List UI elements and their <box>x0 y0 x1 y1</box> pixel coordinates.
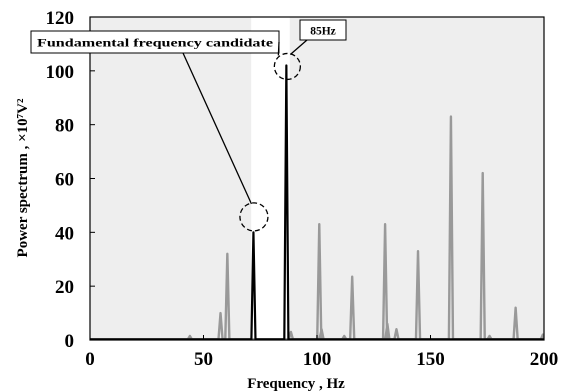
annotations-layer: Fundamental frequency candidate 85Hz <box>30 19 347 232</box>
series-0-peak-9 <box>386 323 389 325</box>
x-axis-ticks: 0 50 100 150 200 <box>85 335 558 370</box>
callout-text-85hz: 85Hz <box>310 26 336 38</box>
series-0-peak-13 <box>481 172 484 174</box>
leader-line-candidate-85hz <box>277 41 280 56</box>
y-tick-label-5: 100 <box>46 62 75 83</box>
series-0-peak-6 <box>343 335 346 337</box>
series-0-peak-8 <box>384 223 386 226</box>
series-1-peak-0 <box>252 231 255 234</box>
leader-line-candidate-72hz <box>182 52 253 205</box>
series-1-peak-1 <box>285 64 288 67</box>
series-0-peak-2 <box>226 253 229 255</box>
y-tick-label-6: 120 <box>46 8 75 29</box>
series-0-peak-0 <box>189 335 191 337</box>
dashed-circle-candidate-72hz <box>239 202 269 232</box>
shaded-band-0 <box>90 17 252 340</box>
series-0-peak-4 <box>318 223 321 226</box>
series-0-peak-16 <box>542 333 544 336</box>
y-tick-label-2: 40 <box>55 223 74 244</box>
series-0-peak-3 <box>290 331 292 333</box>
series-0-peak-14 <box>488 335 491 337</box>
shaded-bands <box>90 17 544 340</box>
series-0-peak-5 <box>320 328 323 331</box>
y-axis-ticks: 0 20 40 60 80 100 120 <box>46 8 95 352</box>
leader-line-85hz <box>289 39 308 55</box>
y-axis-label: Power spectrum , ×10⁷V² <box>15 98 31 257</box>
x-tick-label-1: 50 <box>194 349 213 370</box>
x-tick-label-3: 150 <box>416 349 445 370</box>
series-0-peak-7 <box>351 275 353 278</box>
x-axis-label: Frequency , Hz <box>247 376 345 392</box>
series-layer <box>90 64 544 340</box>
series-0-peak-15 <box>514 306 517 309</box>
y-tick-label-4: 80 <box>55 116 74 137</box>
series-0-peak-11 <box>417 250 419 252</box>
y-tick-label-0: 0 <box>65 331 75 352</box>
series-0-peak-1 <box>219 312 222 314</box>
callout-box-85hz <box>299 19 347 41</box>
series-line-1 <box>90 64 544 340</box>
y-tick-label-1: 20 <box>55 277 74 298</box>
x-tick-label-2: 100 <box>303 349 332 370</box>
dashed-circle-85hz <box>273 52 302 81</box>
callout-text-candidate: Fundamental frequency candidate <box>37 38 273 50</box>
x-tick-label-4: 200 <box>530 349 559 370</box>
x-tick-label-0: 0 <box>85 349 95 370</box>
series-0-peak-10 <box>395 328 398 331</box>
series-0-peak-12 <box>450 115 452 118</box>
y-tick-label-3: 60 <box>55 170 74 191</box>
